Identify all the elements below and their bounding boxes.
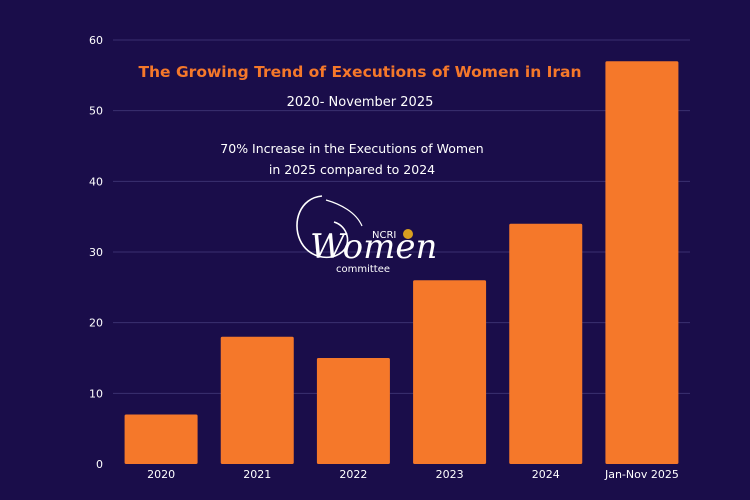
grid-lines xyxy=(113,39,690,394)
logo-emblem xyxy=(403,229,413,239)
x-tick-label: 2023 xyxy=(436,468,464,481)
y-tick-label: 30 xyxy=(89,246,103,259)
y-tick-label: 50 xyxy=(89,105,103,118)
x-tick-label: 2021 xyxy=(243,468,271,481)
bar-2022 xyxy=(316,358,390,464)
chart-subtitle: 2020- November 2025 xyxy=(287,95,434,110)
logo-women-text: Women xyxy=(310,227,437,267)
x-tick-label: 2020 xyxy=(147,468,175,481)
watermark-logo: NCRI Women committee xyxy=(296,195,437,275)
chart-annotation-line-1: 70% Increase in the Executions of Women xyxy=(220,141,483,156)
bar-jan-nov-2025 xyxy=(605,61,679,464)
chart-annotation-line-2: in 2025 compared to 2024 xyxy=(269,162,435,177)
chart-title: The Growing Trend of Executions of Women… xyxy=(138,63,581,81)
y-tick-label: 10 xyxy=(89,387,103,400)
y-tick-label: 60 xyxy=(89,34,103,47)
logo-committee-text: committee xyxy=(336,264,390,275)
logo-ncri-text: NCRI xyxy=(372,230,396,241)
logo-flourish xyxy=(325,199,363,227)
x-tick-label: 2022 xyxy=(339,468,367,481)
y-tick-label: 20 xyxy=(89,317,103,330)
bars xyxy=(124,61,679,464)
y-tick-label: 40 xyxy=(89,175,103,188)
logo-swirl xyxy=(296,195,349,259)
bar-2024 xyxy=(509,223,583,464)
x-axis-ticks: 2020 2021 2022 2023 2024 Jan-Nov 2025 xyxy=(147,468,679,481)
bar-2023 xyxy=(413,280,487,464)
bar-2020 xyxy=(124,414,198,464)
x-tick-label: Jan-Nov 2025 xyxy=(604,468,679,481)
y-axis-ticks: 0 10 20 30 40 50 60 xyxy=(89,34,103,471)
x-tick-label: 2024 xyxy=(532,468,560,481)
y-tick-label: 0 xyxy=(96,458,103,471)
bar-2021 xyxy=(220,336,294,464)
